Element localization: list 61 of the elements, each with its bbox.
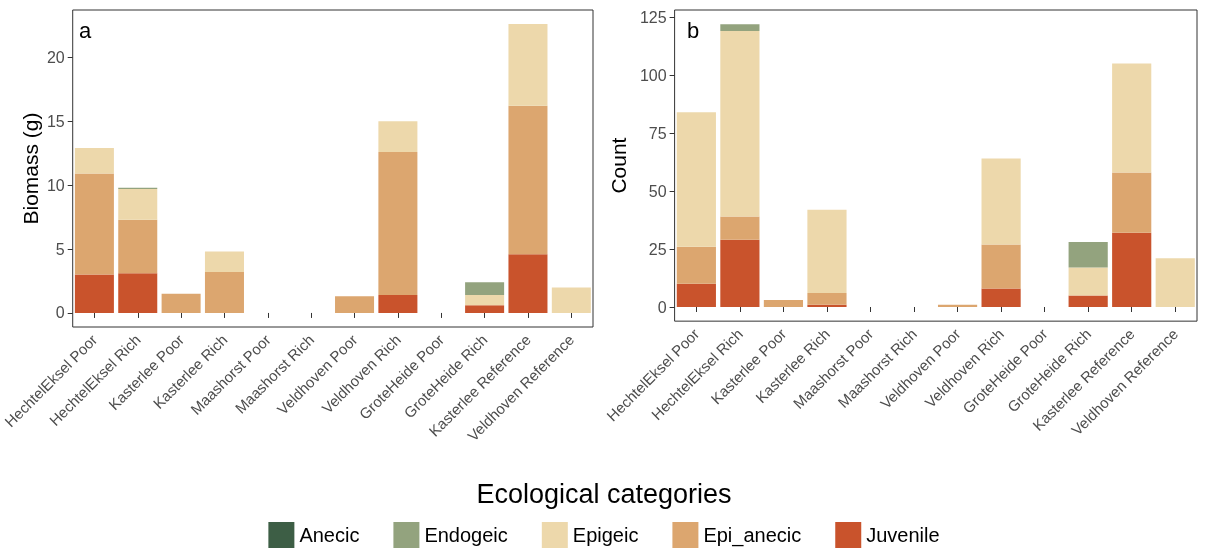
y-tick-label: 50 [648, 182, 667, 200]
bar [204, 272, 244, 313]
legend-title: Ecological categories [476, 478, 732, 509]
bar [676, 283, 716, 308]
bar [720, 24, 760, 32]
bar [551, 287, 591, 313]
bar [465, 282, 505, 296]
bar [74, 274, 114, 313]
chart-title: a [79, 17, 92, 43]
bar [508, 105, 548, 255]
bar [981, 244, 1021, 289]
legend-label: Epi_anecic [703, 524, 802, 547]
bar [676, 112, 716, 247]
bar [335, 296, 375, 313]
bar [1068, 295, 1108, 308]
y-tick-label: 15 [46, 112, 65, 130]
y-tick-label: 10 [46, 176, 65, 194]
bar [378, 295, 418, 313]
bar [1112, 172, 1152, 233]
bar [118, 188, 158, 220]
bar [807, 209, 847, 294]
bar [508, 24, 548, 106]
bar [720, 216, 760, 240]
bar [676, 246, 716, 284]
legend-label: Endogeic [424, 524, 508, 546]
bar [763, 300, 804, 308]
chart-title: b [687, 17, 700, 43]
bar [74, 148, 114, 174]
legend-label: Anecic [299, 524, 360, 546]
bar [1112, 232, 1152, 308]
y-tick-label: 0 [657, 298, 667, 316]
y-tick-label: 0 [55, 304, 65, 322]
bar [1068, 242, 1108, 268]
bar [118, 219, 158, 274]
bar [1068, 267, 1108, 296]
bar [378, 121, 418, 152]
bar [1112, 63, 1152, 173]
legend-label: Epigeic [572, 524, 639, 546]
bar [465, 305, 505, 313]
bar [118, 273, 158, 313]
y-axis-title: Count [607, 137, 630, 194]
bar [981, 158, 1021, 245]
bar [204, 251, 244, 273]
bar [465, 295, 505, 306]
y-tick-label: 75 [648, 124, 667, 142]
bar [508, 254, 548, 313]
y-tick-label: 5 [55, 240, 65, 258]
bar [720, 239, 760, 308]
y-axis-title: Biomass (g) [18, 112, 42, 225]
bar [981, 288, 1021, 308]
bar [161, 293, 201, 313]
y-tick-label: 100 [639, 66, 667, 84]
bar [74, 173, 114, 275]
bar [807, 293, 847, 305]
bar [720, 31, 760, 217]
bar [1155, 258, 1195, 308]
y-tick-label: 20 [46, 48, 65, 66]
y-tick-label: 25 [648, 240, 667, 258]
y-tick-label: 125 [639, 8, 667, 26]
legend-label: Juvenile [866, 524, 940, 546]
bar [378, 151, 418, 296]
